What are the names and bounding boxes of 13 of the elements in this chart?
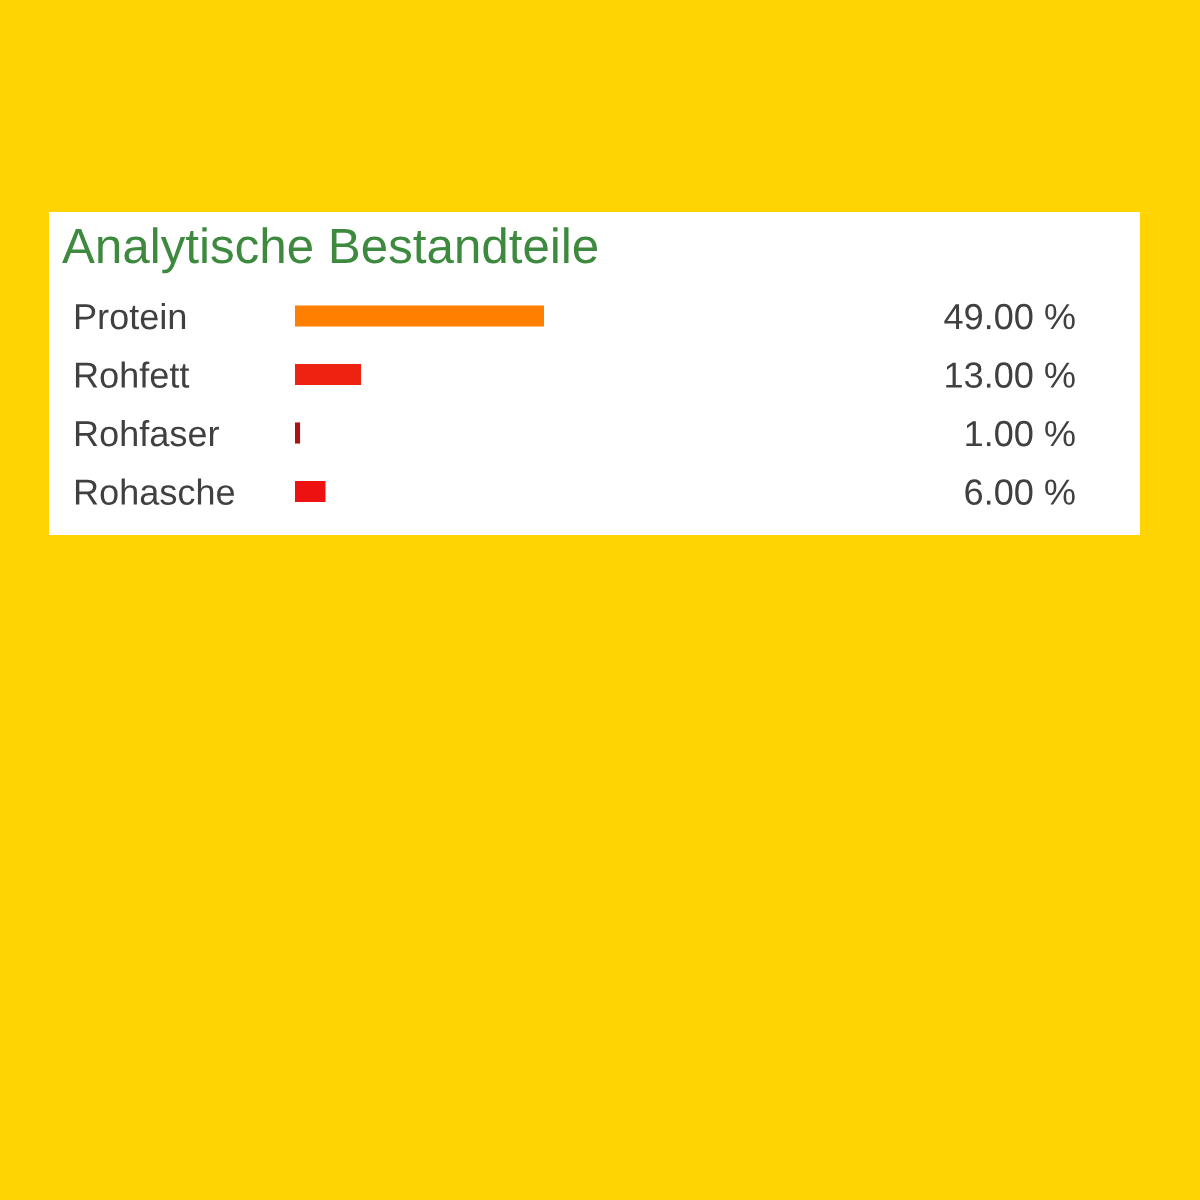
bar bbox=[295, 363, 362, 386]
data-label: 1.00 % bbox=[966, 420, 1075, 447]
bar bbox=[295, 422, 301, 444]
chart-title: Analytische Bestandteile bbox=[62, 227, 598, 274]
bar bbox=[295, 305, 544, 327]
data-label: 6.00 % bbox=[965, 479, 1075, 505]
data-label: 49.00 % bbox=[944, 303, 1075, 330]
data-label: 13.00 % bbox=[946, 362, 1075, 388]
y-tick-label: Rohfaser bbox=[75, 419, 219, 447]
y-tick-label: Rohasche bbox=[75, 478, 234, 505]
bar bbox=[295, 480, 326, 503]
y-tick-label: Rohfett bbox=[75, 361, 190, 388]
y-tick-label: Protein bbox=[75, 302, 186, 330]
